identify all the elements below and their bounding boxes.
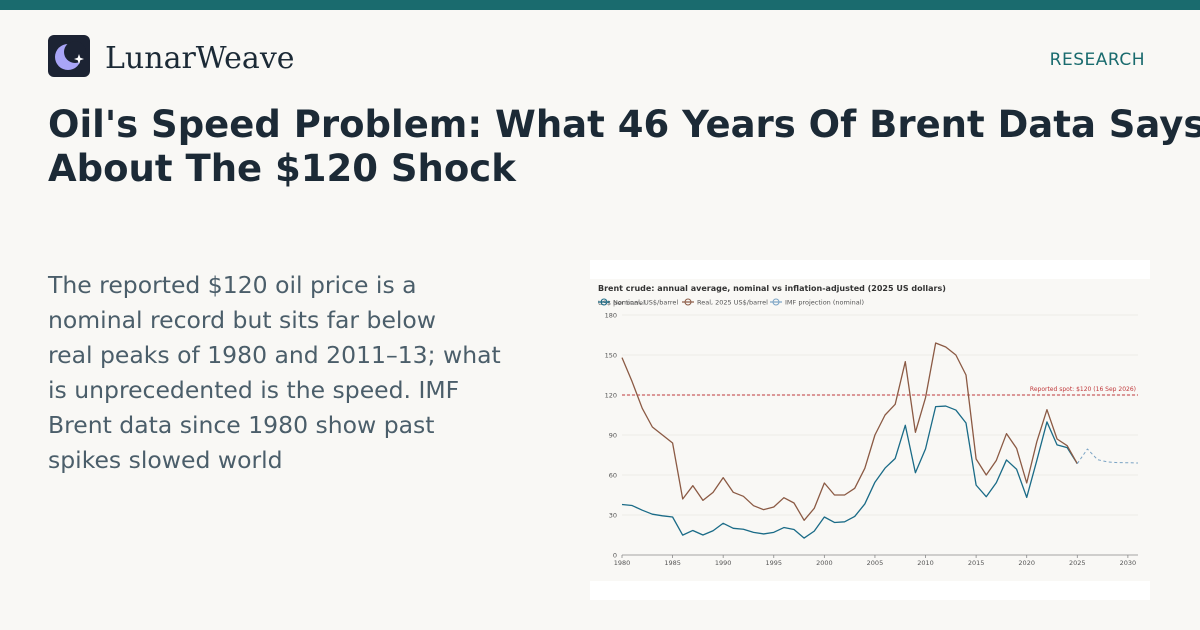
brand-name[interactable]: LunarWeave bbox=[105, 41, 295, 76]
chart-legend: Nominal, US$/barrel Real, 2025 US$/barrel… bbox=[598, 298, 864, 307]
y-tick-label: 180 bbox=[605, 312, 617, 320]
y-tick-label: 150 bbox=[605, 352, 617, 360]
x-tick-label: 2020 bbox=[1018, 559, 1035, 567]
x-tick-label: 2005 bbox=[867, 559, 884, 567]
research-section-link[interactable]: RESEARCH bbox=[1049, 50, 1145, 70]
legend-swatch-marker bbox=[772, 298, 780, 306]
chart-unit-label: US$ per barrel bbox=[598, 299, 645, 307]
x-tick-label: 2015 bbox=[968, 559, 985, 567]
summary-line: spikes slowed world bbox=[48, 446, 283, 474]
y-axis: 0 30 60 90 120 150 180 bbox=[605, 312, 617, 560]
y-tick-label: 30 bbox=[609, 512, 617, 520]
x-tick-label: 2010 bbox=[917, 559, 934, 567]
summary-line: nominal record but sits far below bbox=[48, 306, 437, 334]
x-tick-label: 1995 bbox=[765, 559, 782, 567]
reference-line-label: Reported spot: $120 (16 Sep 2026) bbox=[1030, 386, 1136, 393]
y-tick-label: 90 bbox=[609, 432, 617, 440]
x-tick-label: 1985 bbox=[664, 559, 681, 567]
reference-line-group: Reported spot: $120 (16 Sep 2026) bbox=[622, 386, 1138, 396]
y-tick-label: 0 bbox=[613, 552, 617, 560]
legend-entry-label: Real, 2025 US$/barrel bbox=[697, 299, 768, 307]
series-line-nominal bbox=[621, 405, 1078, 539]
series-line-real bbox=[621, 342, 1078, 521]
chart-card: Brent crude: annual average, nominal vs … bbox=[590, 260, 1150, 600]
summary-line: The reported $120 oil price is a bbox=[48, 271, 417, 299]
y-tick-label: 60 bbox=[609, 472, 617, 480]
x-tick-label: 1980 bbox=[614, 559, 631, 567]
legend-swatch-marker bbox=[684, 298, 692, 306]
chart-title: Brent crude: annual average, nominal vs … bbox=[598, 284, 946, 293]
top-accent-bar bbox=[0, 0, 1200, 10]
chart-gridlines bbox=[622, 314, 1138, 516]
x-tick-label: 2030 bbox=[1120, 559, 1137, 567]
brent-price-chart: Brent crude: annual average, nominal vs … bbox=[598, 284, 1139, 567]
crescent-moon-star-icon[interactable] bbox=[48, 35, 90, 77]
summary-line: Brent data since 1980 show past bbox=[48, 411, 435, 439]
legend-entry-label: IMF projection (nominal) bbox=[785, 299, 864, 307]
headline-line: Oil's Speed Problem: What 46 Years Of Br… bbox=[48, 103, 1200, 146]
chart-series bbox=[621, 342, 1139, 539]
summary-line: real peaks of 1980 and 2011–13; what bbox=[48, 341, 501, 369]
legend-swatch-marker bbox=[600, 298, 608, 306]
series-line-projection bbox=[1076, 448, 1139, 464]
x-axis: 1980 1985 1990 1995 2000 2005 2010 2015 2020 2025… bbox=[614, 554, 1138, 567]
article-headline[interactable]: Oil's Speed Problem: What 46 Years Of Br… bbox=[48, 103, 1200, 191]
headline-line: About The $120 Shock bbox=[48, 147, 516, 190]
y-tick-label: 120 bbox=[605, 392, 617, 400]
article-summary: The reported $120 oil price is a nominal… bbox=[48, 268, 548, 478]
x-tick-label: 2000 bbox=[816, 559, 833, 567]
x-tick-label: 2025 bbox=[1069, 559, 1086, 567]
x-tick-label: 1990 bbox=[715, 559, 732, 567]
chart-panel: Brent crude: annual average, nominal vs … bbox=[590, 279, 1150, 581]
legend-entry-label: Nominal, US$/barrel bbox=[613, 299, 678, 307]
summary-line: is unprecedented is the speed. IMF bbox=[48, 376, 460, 404]
